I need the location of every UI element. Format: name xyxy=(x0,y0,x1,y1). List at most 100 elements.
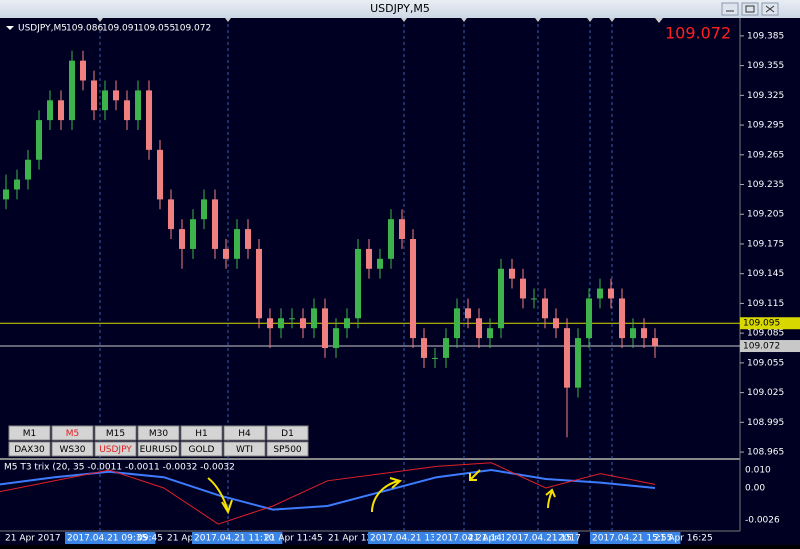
y-tick-label: 109.205 xyxy=(747,210,784,220)
button[interactable]: M5 xyxy=(51,425,94,441)
button-face xyxy=(51,441,94,457)
x-tick-label: 21 Apr xyxy=(167,534,197,544)
button[interactable]: SP500 xyxy=(266,441,309,457)
title-bar xyxy=(0,0,800,18)
button[interactable]: H4 xyxy=(223,425,266,441)
button-face xyxy=(180,425,223,441)
candle-body xyxy=(135,90,141,121)
button-label: M5 xyxy=(66,429,80,439)
candle-body xyxy=(410,239,416,339)
x-tick-label: 2017 xyxy=(558,534,581,544)
price-label: 109.095 xyxy=(743,319,780,329)
button-label: H4 xyxy=(238,429,251,439)
x-tick-label: 2017.04.21 11:10 xyxy=(194,534,275,544)
symbol-label: USDJPY,M5 xyxy=(18,24,67,34)
candle-body xyxy=(652,338,658,347)
button-face xyxy=(266,441,309,457)
x-tick-label: 2017.04.21 09:35 xyxy=(67,534,147,544)
y-tick-label: 109.055 xyxy=(747,358,784,368)
button[interactable]: M1 xyxy=(8,425,51,441)
indicator-line xyxy=(0,468,656,511)
button-label: WS30 xyxy=(59,445,85,455)
candle-body xyxy=(58,100,64,121)
candle-body xyxy=(3,189,9,200)
button-label: M30 xyxy=(149,429,168,439)
candle-body xyxy=(388,219,394,259)
y-tick-label: 108.965 xyxy=(747,448,784,458)
button[interactable]: D1 xyxy=(266,425,309,441)
window-controls[interactable] xyxy=(721,2,779,16)
candle-body xyxy=(113,90,119,101)
candle-body xyxy=(245,229,251,249)
candle-body xyxy=(531,298,537,300)
candle-body xyxy=(212,199,218,249)
y-tick-label: 109.295 xyxy=(747,121,784,131)
button[interactable]: WTI xyxy=(223,441,266,457)
button-label: M15 xyxy=(106,429,125,439)
candle-body xyxy=(47,100,53,121)
candle-body xyxy=(509,268,515,279)
candle-body xyxy=(256,248,262,319)
candle-body xyxy=(201,199,207,220)
y-tick-label: 109.145 xyxy=(747,269,784,279)
price-label: 109.072 xyxy=(743,342,780,352)
candle-body xyxy=(608,288,614,299)
price-label-bg xyxy=(740,340,800,353)
candle-body xyxy=(179,229,185,249)
button[interactable]: EURUSD xyxy=(137,441,180,457)
time-highlight xyxy=(192,532,283,544)
candle-body xyxy=(366,248,372,269)
separator-marker xyxy=(461,18,467,22)
candle-body xyxy=(14,179,20,190)
candle-body xyxy=(597,288,603,299)
button-face xyxy=(180,441,223,457)
candle-body xyxy=(553,318,559,329)
candle-body xyxy=(333,328,339,349)
time-highlight xyxy=(65,532,156,544)
button[interactable]: M30 xyxy=(137,425,180,441)
button-label: DAX30 xyxy=(14,445,45,455)
separator-marker xyxy=(609,18,615,22)
button[interactable]: USDJPY xyxy=(94,441,137,457)
candle-body xyxy=(124,100,130,121)
button[interactable]: WS30 xyxy=(51,441,94,457)
button[interactable]: H1 xyxy=(180,425,223,441)
candle-body xyxy=(498,268,504,329)
button-label: D1 xyxy=(281,429,294,439)
time-highlight xyxy=(368,532,453,544)
candle-body xyxy=(454,308,460,339)
y-tick-label: 109.025 xyxy=(747,388,784,398)
candle-body xyxy=(91,80,97,111)
y-tick-label: 109.265 xyxy=(747,150,784,160)
x-tick-label: 2017.04.21 13:2 xyxy=(370,534,445,544)
candle-body xyxy=(289,318,295,320)
ohlc-value: 109.072 xyxy=(174,24,211,34)
candle-body xyxy=(80,60,86,81)
y-tick-label: 108.995 xyxy=(747,418,784,428)
button-label: WTI xyxy=(236,445,253,455)
menu-arrow[interactable] xyxy=(6,26,14,30)
candle-body xyxy=(278,318,284,329)
separator-marker xyxy=(225,18,231,22)
button[interactable]: DAX30 xyxy=(8,441,51,457)
button[interactable]: M15 xyxy=(94,425,137,441)
indicator-line xyxy=(0,462,656,525)
candle-body xyxy=(487,328,493,339)
candle-body xyxy=(223,248,229,259)
x-tick-label: 21 Apr 2017 xyxy=(5,534,61,544)
separator-marker xyxy=(97,18,103,22)
button-label: EURUSD xyxy=(140,445,178,455)
candle-body xyxy=(69,60,75,121)
candle-body xyxy=(586,298,592,339)
separator-marker xyxy=(401,18,407,22)
candle-body xyxy=(311,308,317,329)
big-price: 109.072 xyxy=(665,24,731,43)
ohlc-value: 109.091 xyxy=(102,24,139,34)
candle-body xyxy=(190,219,196,249)
button[interactable]: GOLD xyxy=(180,441,223,457)
button-face xyxy=(137,425,180,441)
y-tick-label: 109.385 xyxy=(747,31,784,41)
candle-body xyxy=(421,338,427,358)
button-label: GOLD xyxy=(188,445,214,455)
